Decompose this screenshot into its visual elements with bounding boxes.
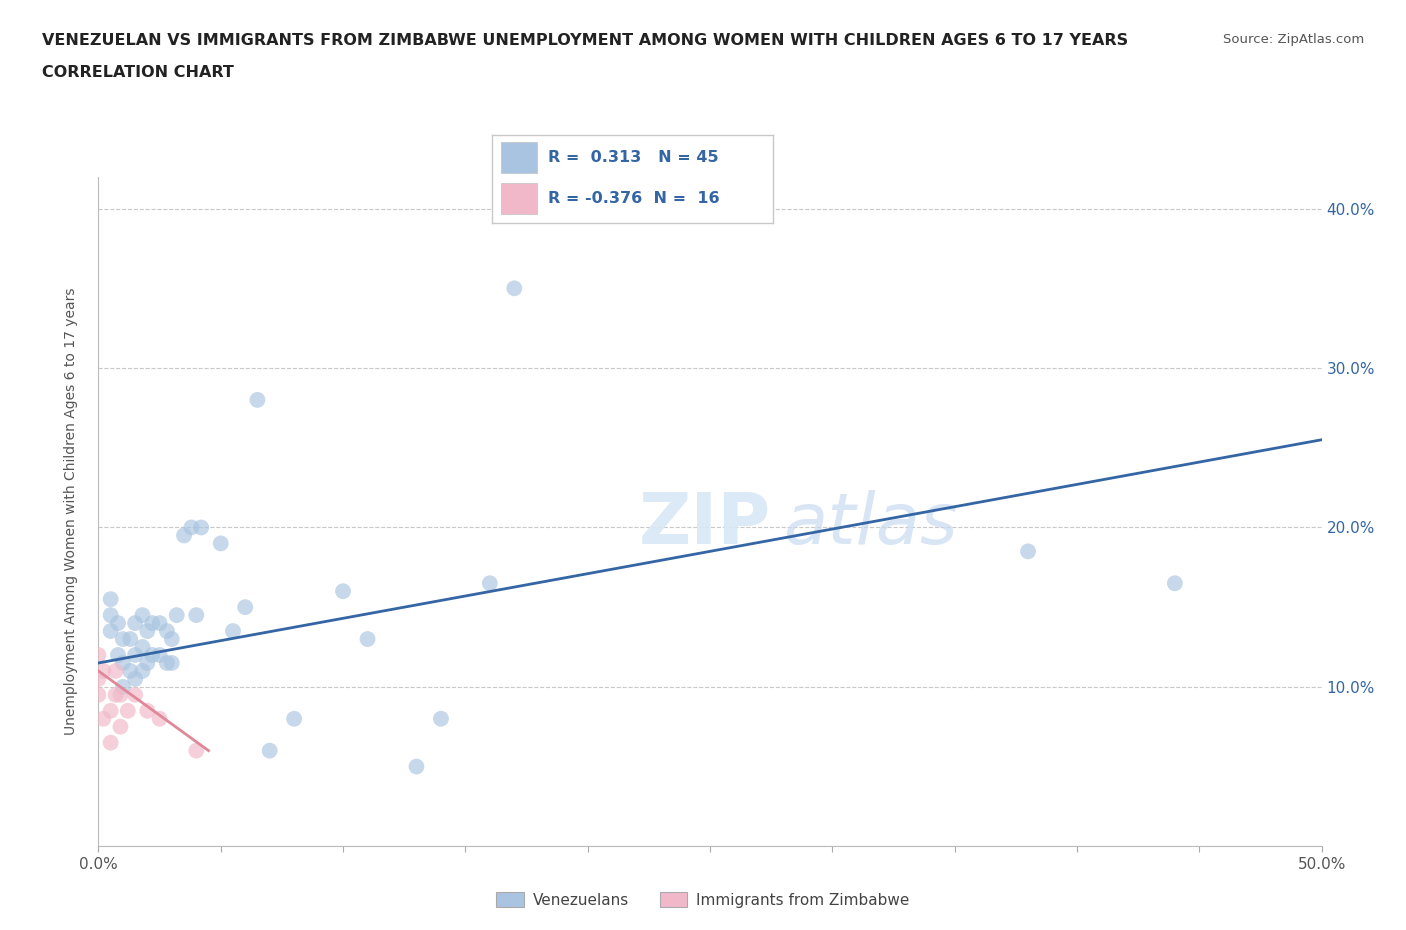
Point (180, 520, 202, 535)
Point (117, 703, 139, 718)
Text: R =  0.313   N = 45: R = 0.313 N = 45 (548, 150, 718, 165)
Point (405, 759, 427, 774)
Text: ZIP: ZIP (638, 490, 772, 559)
Text: R = -0.376  N =  16: R = -0.376 N = 16 (548, 191, 720, 206)
Point (149, 711, 172, 726)
Bar (501, 183, 537, 215)
Point (100, 607, 122, 622)
Point (156, 624, 179, 639)
Bar (501, 142, 537, 173)
Point (104, 687, 127, 702)
Point (190, 520, 212, 535)
Point (111, 631, 134, 646)
Point (430, 711, 453, 726)
Point (246, 392, 269, 407)
Point (173, 528, 195, 543)
Point (503, 281, 526, 296)
Point (131, 663, 153, 678)
Point (356, 631, 378, 646)
Point (124, 647, 146, 662)
Point (100, 736, 122, 751)
Point (120, 663, 142, 678)
Point (87, 647, 110, 662)
Point (160, 631, 183, 646)
Point (136, 703, 159, 718)
Point (104, 663, 127, 678)
Point (100, 591, 122, 606)
Y-axis label: Unemployment Among Women with Children Ages 6 to 17 years: Unemployment Among Women with Children A… (63, 287, 77, 736)
Legend: Venezuelans, Immigrants from Zimbabwe: Venezuelans, Immigrants from Zimbabwe (491, 886, 915, 913)
Point (107, 616, 129, 631)
Point (110, 687, 132, 702)
Point (120, 631, 142, 646)
Point (131, 607, 153, 622)
Point (186, 607, 208, 622)
Point (100, 703, 122, 718)
Point (160, 656, 183, 671)
Point (233, 600, 256, 615)
Point (478, 576, 501, 591)
Point (131, 640, 153, 655)
Point (222, 624, 245, 639)
Point (124, 616, 146, 631)
Point (110, 719, 132, 734)
Point (1164, 576, 1187, 591)
Point (259, 743, 281, 758)
Point (209, 536, 232, 551)
Point (166, 607, 188, 622)
Point (156, 656, 179, 671)
Point (149, 647, 172, 662)
Point (186, 743, 208, 758)
Point (141, 647, 163, 662)
Point (91, 711, 114, 726)
Point (332, 584, 354, 599)
Point (141, 616, 163, 631)
Point (87, 671, 110, 686)
Text: atlas: atlas (783, 490, 957, 559)
Text: Source: ZipAtlas.com: Source: ZipAtlas.com (1223, 33, 1364, 46)
Point (111, 656, 134, 671)
Point (283, 711, 305, 726)
Point (124, 687, 146, 702)
Point (91, 663, 114, 678)
Text: VENEZUELAN VS IMMIGRANTS FROM ZIMBABWE UNEMPLOYMENT AMONG WOMEN WITH CHILDREN AG: VENEZUELAN VS IMMIGRANTS FROM ZIMBABWE U… (42, 33, 1128, 47)
Text: CORRELATION CHART: CORRELATION CHART (42, 65, 233, 80)
Point (136, 656, 159, 671)
Point (100, 624, 122, 639)
Point (107, 647, 129, 662)
Point (111, 680, 134, 695)
Point (1017, 544, 1039, 559)
Point (87, 687, 110, 702)
Point (149, 616, 172, 631)
Point (136, 624, 159, 639)
Point (124, 671, 146, 686)
